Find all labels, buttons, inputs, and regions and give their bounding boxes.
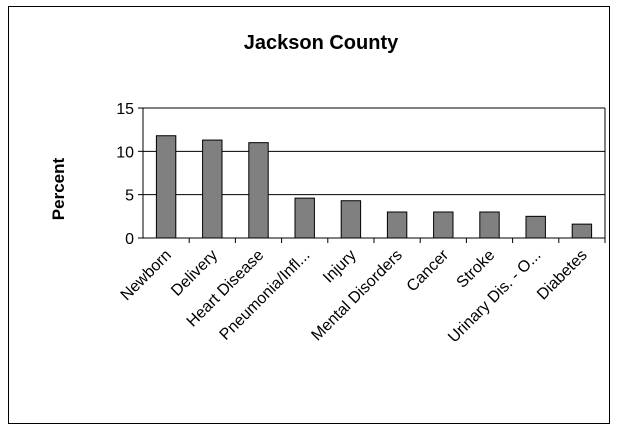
bar bbox=[248, 142, 269, 239]
bar-chart: Jackson County Percent 0 5 10 15 NewbornDel… bbox=[49, 32, 606, 346]
x-category-label: Cancer bbox=[404, 246, 453, 295]
bar bbox=[340, 200, 362, 239]
y-axis-label: Percent bbox=[49, 157, 68, 220]
bar bbox=[571, 223, 593, 239]
bar bbox=[386, 211, 408, 239]
x-category-label: Pneumonia/Infl... bbox=[217, 247, 314, 344]
x-category-label: Injury bbox=[320, 247, 360, 287]
y-tick-label: 10 bbox=[116, 144, 134, 161]
bar bbox=[155, 135, 177, 239]
y-tick-label: 15 bbox=[116, 101, 134, 118]
chart-frame: Jackson County Percent 0 5 10 15 Newborn Del… bbox=[8, 6, 610, 424]
chart-title: Jackson County bbox=[244, 32, 399, 54]
bar bbox=[479, 211, 500, 239]
bar bbox=[525, 215, 546, 239]
bars bbox=[155, 135, 593, 239]
axes bbox=[138, 107, 606, 243]
bar bbox=[294, 197, 315, 239]
y-tick-label: 0 bbox=[125, 231, 134, 248]
x-category-label: Mental Disorders bbox=[308, 247, 406, 345]
bar bbox=[202, 139, 223, 239]
x-category-label: Newborn bbox=[118, 247, 175, 304]
x-category-label: Diabetes bbox=[534, 247, 591, 304]
y-tick-label: 5 bbox=[125, 188, 134, 205]
x-category-label: Stroke bbox=[454, 247, 499, 292]
bar bbox=[433, 211, 454, 239]
y-tick-labels: 0 5 10 15 bbox=[116, 101, 134, 248]
